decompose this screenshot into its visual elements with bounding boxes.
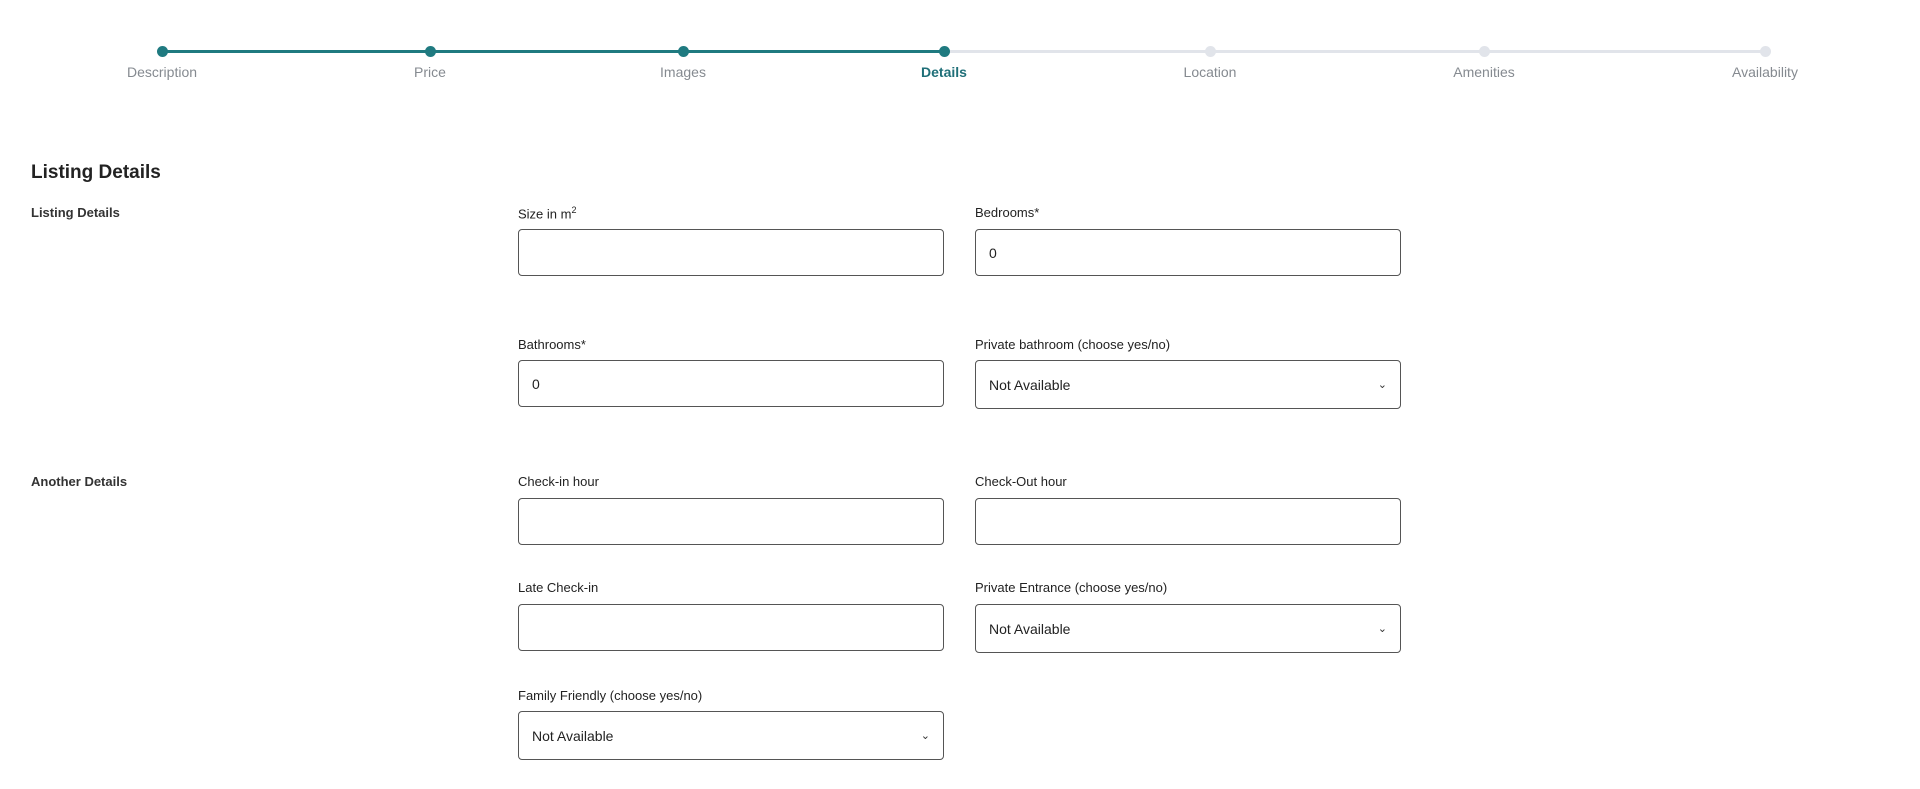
step-dot-details[interactable] — [938, 46, 950, 57]
step-details[interactable]: Details — [921, 64, 967, 80]
size-label-sup: 2 — [571, 205, 577, 215]
size-input[interactable] — [518, 229, 944, 276]
bedrooms-input[interactable]: 0 — [975, 229, 1401, 276]
step-dot-description[interactable] — [156, 46, 168, 57]
selected-value: Not Available — [989, 620, 1071, 637]
bathrooms-label: Bathrooms* — [518, 337, 586, 352]
late-checkin-input[interactable] — [518, 604, 944, 651]
size-label: Size in m2 — [518, 205, 576, 221]
checkout-input[interactable] — [975, 498, 1401, 545]
step-amenities[interactable]: Amenities — [1453, 64, 1515, 80]
size-label-text: Size in m — [518, 206, 572, 222]
family-friendly-select[interactable]: Not Available ⌄ — [518, 711, 944, 760]
step-location[interactable]: Location — [1183, 64, 1237, 80]
checkin-input[interactable] — [518, 498, 944, 545]
step-availability[interactable]: Availability — [1732, 64, 1798, 80]
selected-value: Not Available — [532, 727, 614, 744]
chevron-down-icon: ⌄ — [920, 730, 930, 742]
section-label-listing-details: Listing Details — [31, 205, 120, 220]
stepper-connector — [162, 50, 430, 53]
bedrooms-label: Bedrooms* — [975, 205, 1040, 220]
stepper-connector — [430, 50, 683, 53]
step-dot-amenities[interactable] — [1478, 46, 1490, 57]
step-price[interactable]: Price — [414, 64, 446, 80]
chevron-down-icon: ⌄ — [1377, 623, 1387, 635]
private-bathroom-label: Private bathroom (choose yes/no) — [975, 337, 1171, 352]
page-title: Listing Details — [31, 162, 161, 183]
selected-value: Not Available — [989, 376, 1071, 393]
step-dot-location[interactable] — [1204, 46, 1216, 57]
section-label-another-details: Another Details — [31, 474, 128, 489]
step-dot-images[interactable] — [677, 46, 689, 57]
stepper-connector — [683, 50, 944, 53]
step-dot-price[interactable] — [424, 46, 436, 57]
bathrooms-input[interactable]: 0 — [518, 360, 944, 407]
private-entrance-label: Private Entrance (choose yes/no) — [975, 580, 1168, 595]
chevron-down-icon: ⌄ — [1377, 379, 1387, 391]
stepper-connector — [1484, 50, 1765, 53]
checkin-label: Check-in hour — [518, 474, 599, 489]
step-dot-availability[interactable] — [1759, 46, 1771, 57]
late-checkin-label: Late Check-in — [518, 580, 599, 595]
stepper-connector — [1210, 50, 1484, 53]
family-friendly-label: Family Friendly (choose yes/no) — [518, 688, 703, 703]
stepper-connector — [944, 50, 1210, 53]
step-description[interactable]: Description — [126, 64, 198, 80]
checkout-label: Check-Out hour — [975, 474, 1067, 489]
step-images[interactable]: Images — [660, 64, 706, 80]
private-entrance-select[interactable]: Not Available ⌄ — [975, 604, 1401, 653]
private-bathroom-select[interactable]: Not Available ⌄ — [975, 360, 1401, 409]
